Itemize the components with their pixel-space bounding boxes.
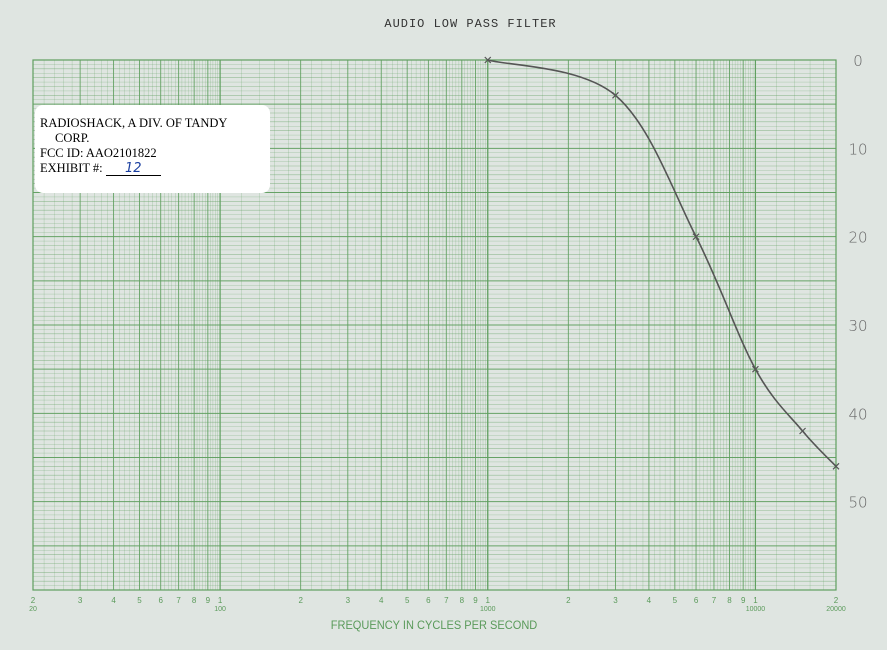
x-tick-label: 9 [741,596,746,605]
x-tick-label: 8 [192,596,197,605]
y-tick-label: 0 [853,52,863,70]
x-axis-label: FREQUENCY IN CYCLES PER SECOND [330,618,538,632]
data-point-marker [612,91,619,99]
x-tick-label: 2 [566,596,571,605]
x-tick-label: 7 [176,596,181,605]
x-tick-decade-label: 20 [29,606,37,613]
data-point-marker [799,427,806,435]
x-tick-label: 3 [78,596,83,605]
exhibit-label: EXHIBIT #: [40,161,103,175]
y-tick-label: 30 [848,317,867,335]
x-tick-label: 5 [405,596,410,605]
x-tick-label: 1 [486,596,491,605]
label-company: RADIOSHACK, A DIV. OF TANDY [40,116,228,130]
x-tick-label: 2 [298,596,303,605]
fcc-label-sticker: RADIOSHACK, A DIV. OF TANDY CORP. FCC ID… [35,105,270,193]
x-tick-decade-label: 1000 [480,606,496,613]
x-tick-label: 2 [834,596,839,605]
data-point-marker [751,365,759,373]
x-tick-decade-label: 10000 [746,606,766,613]
x-tick-label: 7 [444,596,449,605]
x-tick-decade-label: 20000 [826,606,846,613]
label-fcc-id: FCC ID: AAO2101822 [40,146,157,160]
x-tick-label: 4 [647,596,652,605]
x-tick-label: 3 [613,596,618,605]
x-tick-label: 8 [727,596,732,605]
x-tick-label: 1 [753,596,758,605]
y-tick-label: 20 [848,229,867,247]
y-tick-label: 40 [848,405,867,423]
x-tick-decade-label: 100 [214,606,226,613]
x-tick-label: 5 [673,596,678,605]
y-tick-label: 50 [848,494,867,512]
label-exhibit: EXHIBIT #: 12 [40,161,270,176]
data-point-marker [692,233,700,241]
x-tick-label: 1 [218,596,223,605]
data-point-marker [832,462,840,470]
x-tick-label: 4 [111,596,116,605]
x-tick-label: 4 [379,596,384,605]
x-tick-label: 2 [31,596,36,605]
label-company-cont: CORP. [55,131,90,145]
y-tick-label: 10 [848,140,867,158]
x-tick-label: 9 [206,596,211,605]
data-point-marker [484,56,492,64]
x-tick-label: 6 [158,596,163,605]
chart-title: AUDIO LOW PASS FILTER [384,17,557,31]
x-tick-label: 7 [712,596,717,605]
x-tick-label: 3 [346,596,351,605]
x-tick-label: 6 [426,596,431,605]
plot-border [32,59,837,591]
x-tick-label: 6 [694,596,699,605]
x-tick-label: 9 [473,596,478,605]
x-tick-label: 8 [460,596,465,605]
exhibit-number: 12 [105,162,161,176]
x-tick-label: 5 [137,596,142,605]
